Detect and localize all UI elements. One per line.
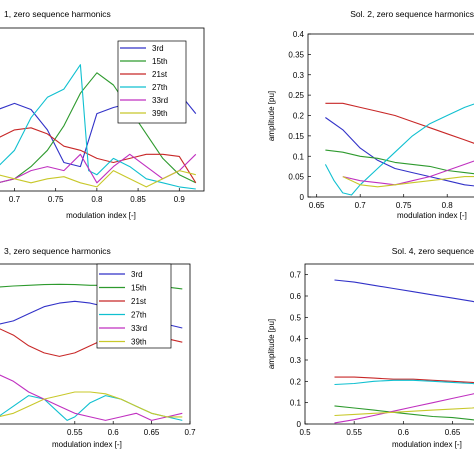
y-tick-label: 0.2 [290, 377, 302, 386]
series-line-39th [0, 170, 196, 188]
y-tick-label: 0.25 [288, 91, 304, 100]
x-tick-label: 0.55 [67, 428, 83, 437]
plot-frame [0, 27, 205, 192]
series-line-27th [334, 379, 474, 386]
x-axis-label: modulation index [-] [397, 211, 467, 220]
y-tick-label: 0.5 [290, 313, 302, 322]
y-tick-label: 0.6 [290, 292, 302, 301]
x-axis-label: modulation index [-] [392, 440, 462, 449]
legend-box [96, 263, 172, 349]
y-tick-label: 0 [300, 193, 305, 202]
x-axis-label: modulation index [-] [52, 440, 122, 449]
series-line-21st [0, 127, 197, 184]
x-tick-label: 0.65 [445, 428, 461, 437]
y-tick-label: 0.05 [288, 173, 304, 182]
legend-label: 39th [131, 338, 147, 347]
series-line-3rd [325, 117, 474, 187]
y-tick-label: 0.3 [290, 356, 302, 365]
y-tick-label: 0.1 [290, 399, 302, 408]
y-tick-label: 0 [297, 420, 302, 429]
series-line-15th [0, 72, 197, 184]
plot-frame [307, 33, 474, 198]
y-tick-label: 0.15 [288, 132, 304, 141]
legend-label: 27th [131, 311, 147, 320]
series-line-39th [0, 391, 183, 418]
series-line-33rd [342, 160, 474, 186]
chart-title: Sol. 4, zero sequence [392, 246, 474, 256]
x-tick-label: 5 [0, 428, 1, 437]
legend-label: 33rd [131, 324, 147, 333]
plot-frame [304, 263, 474, 425]
series-line-39th [342, 176, 474, 188]
chart-title: 1, zero sequence harmonics [4, 9, 111, 19]
legend-label: 27th [152, 83, 168, 92]
x-tick-label: 0.8 [91, 195, 103, 204]
series-line-39th [334, 407, 474, 417]
x-tick-label: 0.65 [309, 201, 325, 210]
legend-box [117, 40, 187, 124]
y-tick-label: 0.3 [293, 71, 305, 80]
x-tick-label: 0.5 [299, 428, 311, 437]
series-line-33rd [0, 374, 183, 421]
x-tick-label: 0.75 [396, 201, 412, 210]
chart-title: 3, zero sequence harmonics [4, 246, 111, 256]
y-tick-label: 0.4 [293, 30, 305, 39]
y-axis-label: amplitude [pu] [267, 319, 276, 369]
y-tick-label: 0.7 [290, 271, 302, 280]
chart-panel-3: 3, zero sequence harmonics 5 0.55 0.6 0.65 0… [0, 246, 196, 449]
legend-label: 3rd [131, 270, 143, 279]
legend-label: 15th [131, 284, 147, 293]
x-tick-label: 0.75 [48, 195, 64, 204]
series-line-21st [325, 102, 474, 144]
x-tick-label: 0.6 [398, 428, 410, 437]
legend-label: 21st [152, 70, 168, 79]
series-line-3rd [334, 279, 474, 303]
y-tick-label: 0.35 [288, 50, 304, 59]
x-tick-label: 0.7 [9, 195, 21, 204]
series-line-15th [334, 405, 474, 421]
legend-label: 21st [131, 297, 147, 306]
legend-label: 15th [152, 57, 168, 66]
x-tick-label: 0.85 [130, 195, 146, 204]
legend: 3rd 15th 21st 27th 33rd 39th [96, 263, 172, 349]
x-tick-label: 0.6 [108, 428, 120, 437]
plot-frame [0, 263, 191, 425]
legend: 3rd 15th 21st 27th 33rd 39th [117, 40, 187, 124]
x-axis-label: modulation index [-] [66, 211, 136, 220]
series-line-21st [334, 376, 474, 384]
chart-title: Sol. 2, zero sequence harmonics [350, 9, 474, 19]
y-tick-label: 0.2 [293, 112, 305, 121]
y-tick-label: 0.1 [293, 152, 305, 161]
series-line-15th [325, 149, 474, 175]
x-tick-label: 0.55 [346, 428, 362, 437]
x-tick-label: 0.65 [144, 428, 160, 437]
legend-label: 33rd [152, 96, 168, 105]
y-tick-label: 0.4 [290, 335, 302, 344]
series-line-27th [0, 64, 196, 190]
series-line-33rd [334, 393, 474, 424]
x-tick-label: 0.9 [174, 195, 186, 204]
legend-label: 39th [152, 109, 168, 118]
legend-label: 3rd [152, 44, 164, 53]
x-tick-label: 0.8 [442, 201, 454, 210]
y-axis-label: amplitude [pu] [267, 91, 276, 141]
chart-panel-2: Sol. 2, zero sequence harmonics 0.65 0.7 0… [267, 9, 474, 220]
chart-panel-1: 1, zero sequence harmonics 0.7 0.75 0.8 0.8… [0, 9, 205, 220]
x-tick-label: 0.7 [355, 201, 367, 210]
x-tick-label: 0.7 [184, 428, 196, 437]
chart-panel-4: Sol. 4, zero sequence 0.5 0.55 0.6 0.65 00.… [267, 246, 474, 449]
series-line-27th [324, 103, 474, 196]
